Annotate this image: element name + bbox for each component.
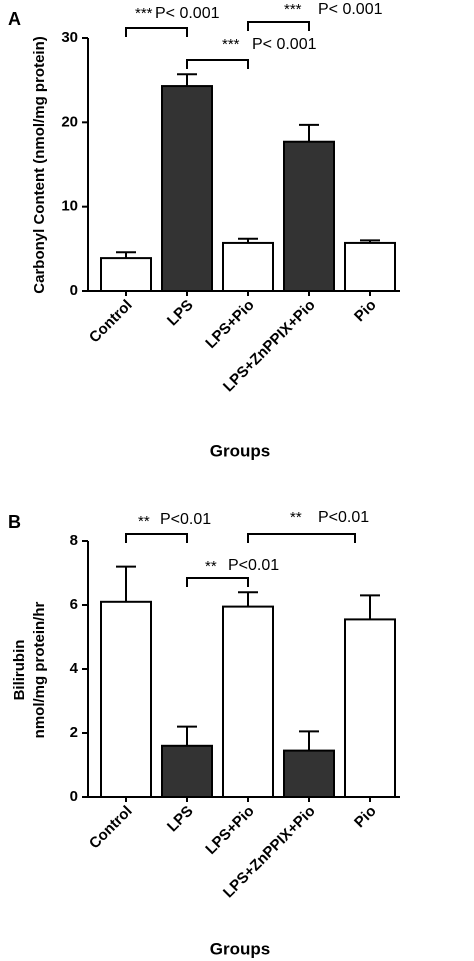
significance-stars: *** <box>284 1 302 18</box>
bar <box>100 257 152 292</box>
x-tick-label: Pio <box>351 803 380 832</box>
x-tick-label: Pio <box>351 297 380 326</box>
significance-stars: *** <box>135 5 153 22</box>
x-tick-label: LPS <box>164 803 197 836</box>
bar <box>100 600 152 798</box>
y-axis-label: nmol/mg protein/hr <box>31 602 48 739</box>
p-value: P< 0.001 <box>155 5 220 22</box>
y-tick-label: 0 <box>70 282 78 299</box>
panel-label: B <box>8 512 21 532</box>
p-value: P<0.01 <box>160 511 211 528</box>
y-axis-label: Carbonyl Content (nmol/mg protein) <box>31 36 48 293</box>
p-value: P< 0.001 <box>252 36 317 53</box>
x-tick-label: Control <box>86 297 136 347</box>
significance-bracket <box>186 577 249 587</box>
y-axis-label: Bilirubin <box>11 640 28 701</box>
y-tick-label: 4 <box>70 660 79 677</box>
significance-bracket <box>247 21 310 31</box>
significance-stars: ** <box>138 513 150 530</box>
significance-bracket <box>125 27 188 37</box>
x-axis-label: Groups <box>210 441 270 460</box>
p-value: P< 0.001 <box>318 1 383 18</box>
bar <box>161 744 213 798</box>
y-tick-label: 0 <box>70 788 78 805</box>
bar <box>283 749 335 798</box>
p-value: P<0.01 <box>228 557 279 574</box>
y-tick-label: 6 <box>70 596 78 613</box>
bar <box>344 241 396 292</box>
significance-bracket <box>247 533 356 543</box>
significance-stars: *** <box>222 36 240 53</box>
significance-bracket <box>186 59 249 69</box>
y-tick-label: 8 <box>70 532 78 549</box>
y-tick-label: 30 <box>61 29 78 46</box>
y-tick-label: 20 <box>61 113 78 130</box>
significance-bracket <box>125 533 188 543</box>
x-axis-label: Groups <box>210 939 270 958</box>
bar <box>283 140 335 292</box>
y-tick-label: 2 <box>70 724 78 741</box>
significance-stars: ** <box>290 509 302 526</box>
x-tick-label: Control <box>86 803 136 853</box>
x-tick-label: LPS <box>164 297 197 330</box>
bar <box>222 241 274 292</box>
bar <box>161 85 213 292</box>
bar <box>344 618 396 799</box>
bar <box>222 605 274 798</box>
x-tick-label: LPS+Pio <box>202 803 257 858</box>
panel-label: A <box>8 9 21 29</box>
significance-stars: ** <box>205 558 217 575</box>
p-value: P<0.01 <box>318 509 369 526</box>
x-tick-label: LPS+Pio <box>202 297 257 352</box>
y-tick-label: 10 <box>61 198 78 215</box>
